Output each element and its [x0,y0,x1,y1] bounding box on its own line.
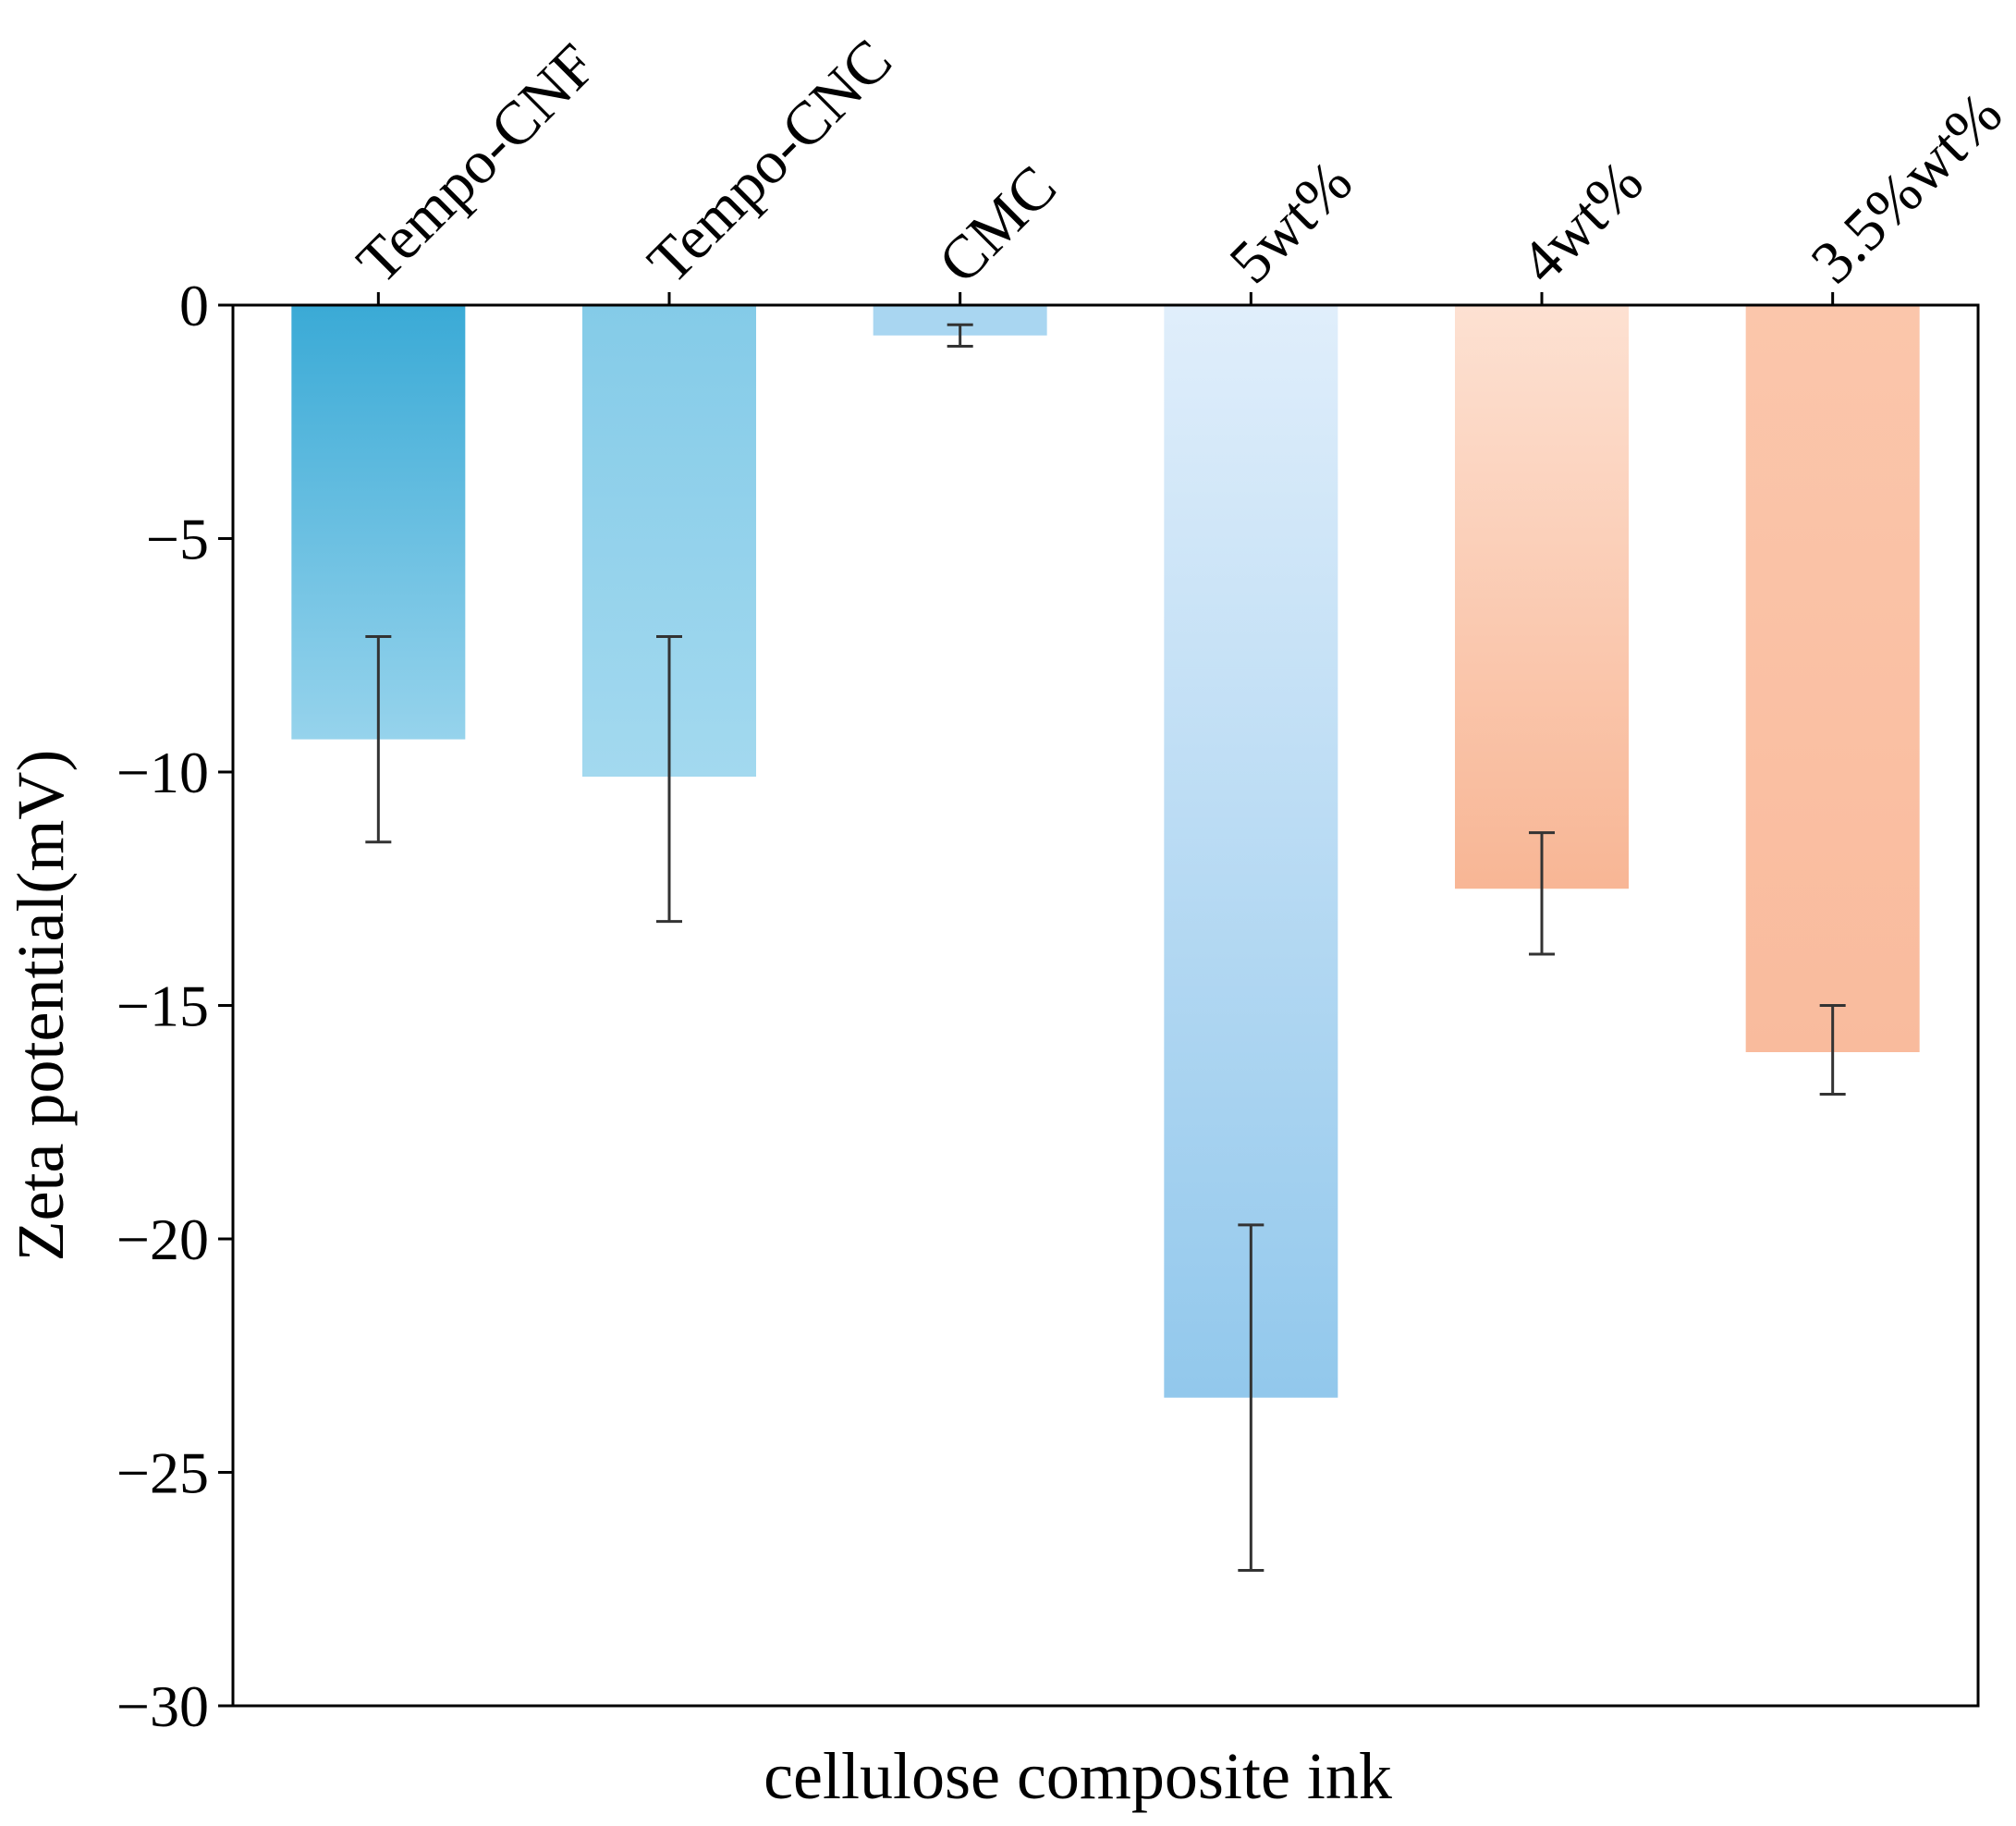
y-tick-label: −5 [146,507,209,572]
x-category-label: Tempo-CNF [344,31,609,297]
bar-3-5-wt [1745,305,1920,1052]
error-bar [365,635,392,844]
y-tick-label: 0 [179,273,209,338]
error-bar [947,323,973,348]
bar-5wt [1164,305,1338,1398]
bars-layer [291,305,1920,1398]
error-bar [1529,831,1555,956]
y-tick-label: −10 [116,740,209,805]
bar-4wt [1455,305,1629,889]
y-tick-label: −15 [116,974,209,1039]
y-axis: 0 −5 −10 −15 −20 −25 −30 [116,273,233,1739]
x-category-label: 4wt% [1508,148,1656,297]
error-bars-layer [365,323,1846,1573]
y-tick-label: −20 [116,1207,209,1272]
error-bar [1238,1223,1265,1573]
x-category-label: Tempo-CNC [635,27,905,297]
y-tick-label: −30 [116,1673,209,1739]
error-bar [1819,1004,1846,1096]
x-category-label: CMC [926,153,1069,296]
x-category-label: 5wt% [1216,148,1365,297]
y-axis-title: Zeta potential(mV) [4,750,78,1262]
x-axis-title: cellulose composite ink [764,1739,1392,1813]
x-axis: Tempo-CNF Tempo-CNC CMC 5wt% 4wt% 3.5%wt% [344,27,2015,305]
y-tick-label: −25 [116,1440,209,1506]
error-bar [656,635,682,924]
x-category-label: 3.5%wt% [1799,80,2015,296]
plot-area-frame [231,303,1980,1708]
